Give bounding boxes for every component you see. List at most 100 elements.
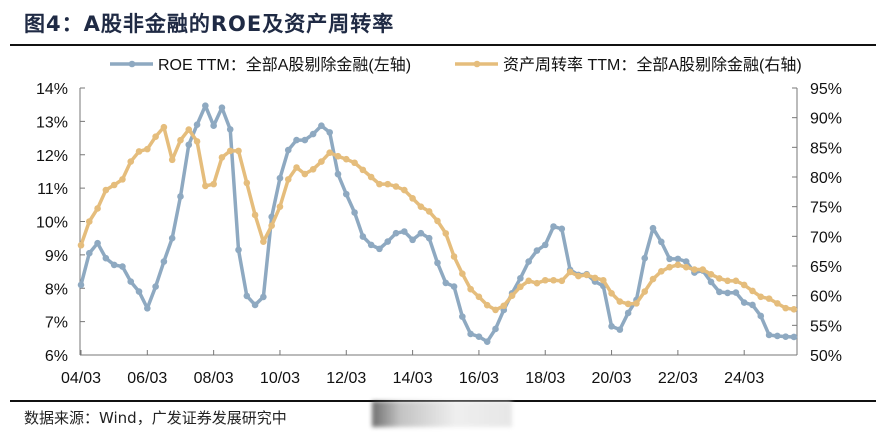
data-point-turnover <box>301 170 309 178</box>
x-tick-label: 22/03 <box>658 370 698 387</box>
data-point-roe <box>774 332 781 340</box>
left-tick-label: 14% <box>36 81 68 98</box>
x-tick-label: 04/03 <box>61 370 101 387</box>
data-point-roe <box>417 229 425 237</box>
data-point-turnover <box>160 123 168 131</box>
data-point-roe <box>276 174 284 182</box>
data-point-roe <box>740 299 748 306</box>
x-tick-label: 18/03 <box>525 370 565 387</box>
data-point-roe <box>226 126 234 133</box>
data-point-roe <box>467 330 474 338</box>
data-point-roe <box>177 193 184 200</box>
data-point-roe <box>185 141 193 149</box>
data-point-turnover <box>102 186 110 194</box>
right-tick-label: 70% <box>810 229 842 246</box>
data-point-turnover <box>541 276 549 284</box>
data-point-turnover <box>218 154 226 161</box>
data-point-turnover <box>774 300 781 307</box>
data-point-roe <box>135 288 143 295</box>
data-point-turnover <box>716 275 723 282</box>
data-point-turnover <box>649 275 657 283</box>
data-point-roe <box>401 228 408 235</box>
data-point-roe <box>235 246 242 254</box>
data-point-roe <box>77 281 85 289</box>
data-point-turnover <box>193 138 201 145</box>
data-point-turnover <box>268 222 275 229</box>
data-point-roe <box>127 278 135 285</box>
data-point-roe <box>749 301 756 309</box>
x-tick-label: 16/03 <box>459 370 499 387</box>
data-point-turnover <box>226 147 234 155</box>
legend-label: 资产周转率 TTM：全部A股剔除金融(右轴) <box>503 56 802 74</box>
data-point-roe <box>342 190 350 198</box>
data-point-turnover <box>376 180 383 188</box>
data-point-turnover <box>450 253 458 260</box>
left-tick-label: 11% <box>37 181 68 198</box>
data-point-turnover <box>442 230 450 237</box>
data-point-roe <box>682 258 690 265</box>
x-tick-label: 20/03 <box>592 370 632 387</box>
data-point-roe <box>716 288 723 296</box>
data-point-roe <box>525 258 532 265</box>
title-divider <box>10 44 876 46</box>
data-point-roe <box>210 122 217 130</box>
data-point-roe <box>475 333 483 340</box>
data-point-roe <box>202 102 209 109</box>
x-tick-label: 14/03 <box>393 370 433 387</box>
data-point-turnover <box>732 277 740 285</box>
data-point-turnover <box>425 208 433 215</box>
data-point-turnover <box>699 266 707 273</box>
data-point-turnover <box>185 126 193 133</box>
data-point-turnover <box>85 218 93 225</box>
data-point-turnover <box>119 176 126 183</box>
data-point-turnover <box>467 285 474 293</box>
data-point-turnover <box>144 145 151 153</box>
x-tick-label: 08/03 <box>194 370 234 387</box>
data-point-turnover <box>674 261 682 269</box>
data-point-roe <box>674 255 682 263</box>
data-point-roe <box>425 234 433 242</box>
data-point-turnover <box>409 195 416 202</box>
data-point-turnover <box>202 182 209 190</box>
data-point-turnover <box>583 271 590 279</box>
data-point-turnover <box>359 166 367 174</box>
right-tick-label: 55% <box>810 318 842 335</box>
right-tick-label: 60% <box>810 289 842 306</box>
right-tick-label: 90% <box>810 111 842 128</box>
left-tick-label: 9% <box>45 248 68 265</box>
left-tick-label: 6% <box>45 348 68 365</box>
data-point-roe <box>649 224 657 232</box>
data-point-roe <box>251 301 259 309</box>
data-point-turnover <box>599 276 607 284</box>
data-point-turnover <box>135 148 143 155</box>
data-point-roe <box>724 289 731 297</box>
data-point-turnover <box>591 274 599 282</box>
data-point-turnover <box>533 279 541 287</box>
data-point-turnover <box>326 149 334 156</box>
data-point-turnover <box>351 159 358 167</box>
data-point-roe <box>483 338 491 345</box>
right-tick-label: 80% <box>810 170 842 187</box>
data-point-roe <box>359 233 367 240</box>
data-point-roe <box>434 259 441 267</box>
data-point-roe <box>517 274 524 282</box>
data-point-turnover <box>309 165 317 173</box>
data-point-turnover <box>666 263 673 271</box>
data-point-roe <box>218 104 226 111</box>
data-point-turnover <box>740 281 748 289</box>
data-point-turnover <box>566 268 574 276</box>
data-point-turnover <box>210 180 217 188</box>
source-note: 数据来源：Wind，广发证券发展研究中 <box>24 409 287 427</box>
data-point-roe <box>85 249 93 257</box>
data-point-turnover <box>525 277 532 285</box>
data-point-turnover <box>293 164 300 171</box>
data-point-roe <box>326 129 334 136</box>
data-point-turnover <box>765 295 773 302</box>
data-point-roe <box>658 238 665 246</box>
data-point-turnover <box>318 158 325 165</box>
data-point-turnover <box>483 301 491 309</box>
left-tick-label: 8% <box>45 281 68 298</box>
data-point-roe <box>351 209 358 216</box>
right-tick-label: 95% <box>810 81 842 98</box>
data-point-turnover <box>110 181 118 189</box>
